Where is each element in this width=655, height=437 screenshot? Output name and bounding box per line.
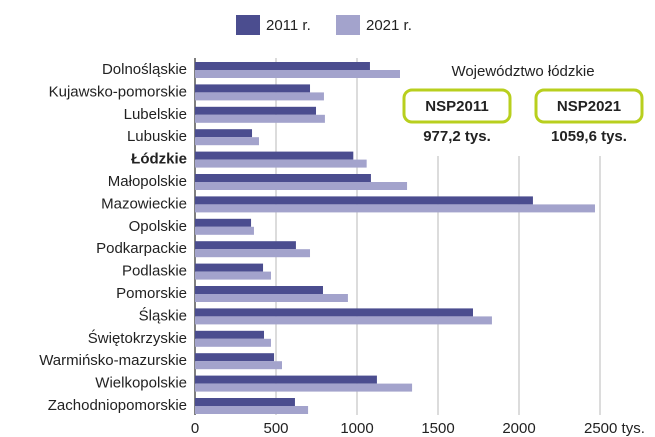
bar <box>195 353 275 362</box>
x-tick-label: 2500 tys. <box>584 420 645 437</box>
bar <box>195 159 367 168</box>
bar <box>195 316 492 325</box>
bar <box>195 92 324 101</box>
bar <box>195 375 377 384</box>
x-tick-label: 0 <box>191 420 199 437</box>
legend-label: 2021 r. <box>366 17 412 34</box>
bar <box>195 114 325 123</box>
y-tick-label: Zachodniopomorskie <box>48 397 187 414</box>
y-tick-label: Kujawsko-pomorskie <box>49 83 187 100</box>
bar <box>195 196 533 205</box>
bar <box>195 249 311 258</box>
bar <box>195 129 253 138</box>
y-tick-label: Łódzkie <box>131 151 187 168</box>
x-tick-label: 1500 <box>421 420 454 437</box>
y-tick-label: Lubuskie <box>127 128 187 145</box>
annotation-value: 977,2 tys. <box>423 128 491 145</box>
annotation-value: 1059,6 tys. <box>551 128 627 145</box>
y-tick-label: Warmińsko-mazurskie <box>39 352 187 369</box>
bar <box>195 204 595 213</box>
x-tick-label: 2000 <box>502 420 535 437</box>
annotation-label: NSP2021 <box>557 98 621 115</box>
bar <box>195 62 370 70</box>
y-tick-label: Podlaskie <box>122 263 187 280</box>
y-tick-label: Mazowieckie <box>101 195 187 212</box>
annotation-label: NSP2011 <box>425 98 488 115</box>
y-tick-label: Małopolskie <box>108 173 187 190</box>
x-tick-label: 1000 <box>340 420 373 437</box>
bar <box>195 182 408 190</box>
bar <box>195 361 282 370</box>
bar <box>195 294 348 302</box>
bar <box>195 308 473 317</box>
y-tick-label: Śląskie <box>139 306 187 324</box>
annotation-title: Województwo łódzkie <box>451 63 594 80</box>
y-tick-label: Wielkopolskie <box>95 375 187 392</box>
annotation-box <box>402 88 512 124</box>
y-tick-label: Lubelskie <box>124 106 187 123</box>
bar <box>195 271 271 280</box>
y-tick-label: Dolnośląskie <box>102 61 187 78</box>
y-tick-label: Podkarpackie <box>96 240 187 257</box>
y-tick-label: Opolskie <box>129 218 187 235</box>
bar <box>195 84 311 93</box>
legend-swatch <box>236 15 260 35</box>
bar <box>195 263 264 272</box>
bar <box>195 338 271 347</box>
bar <box>195 218 252 227</box>
bar <box>195 398 295 406</box>
bar <box>195 330 265 339</box>
bar <box>195 406 309 414</box>
annotation-box <box>534 88 644 124</box>
bar <box>195 151 354 160</box>
legend-swatch <box>336 15 360 35</box>
bar <box>195 137 259 146</box>
bar <box>195 70 402 78</box>
bar <box>195 241 296 250</box>
bar <box>195 226 254 235</box>
y-tick-label: Pomorskie <box>116 285 187 302</box>
x-tick-label: 500 <box>263 420 288 437</box>
y-tick-label: Świętokrzyskie <box>88 329 187 347</box>
legend-label: 2011 r. <box>266 17 311 34</box>
bar <box>195 383 413 392</box>
bar <box>195 106 317 115</box>
bar <box>195 174 371 182</box>
bar <box>195 286 323 294</box>
